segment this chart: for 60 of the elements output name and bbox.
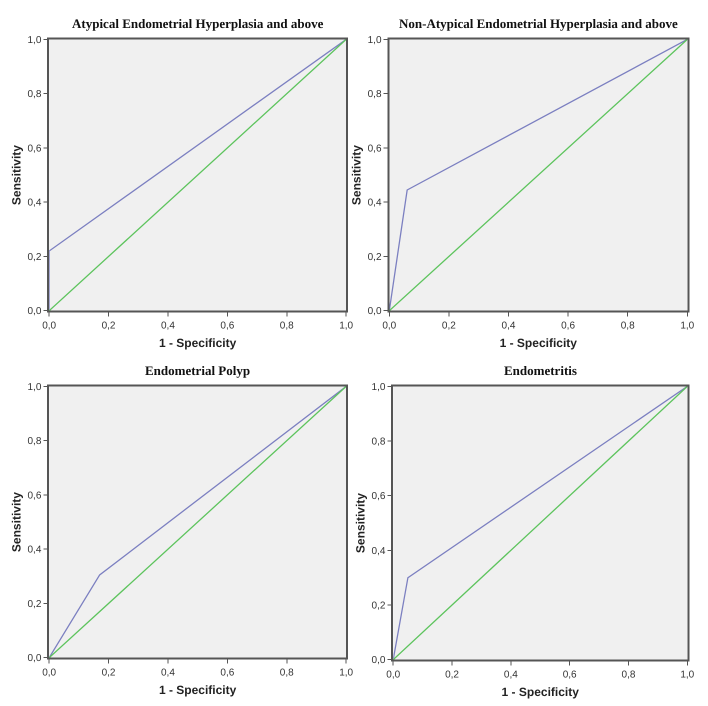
x-tick-label: 0,4 <box>160 320 176 332</box>
x-tick-label: 1,0 <box>680 320 695 332</box>
y-axis-title: Sensitivity <box>9 492 24 552</box>
x-tick-label: 0,6 <box>220 667 235 678</box>
x-tick-label: 0,0 <box>42 667 57 678</box>
x-tick-label: 0,2 <box>102 320 116 332</box>
y-tick-label: 0,4 <box>372 546 386 557</box>
y-tick-label: 0,8 <box>368 89 382 100</box>
x-tick-label: 0,4 <box>502 320 516 332</box>
x-tick-label: 0,4 <box>160 667 176 678</box>
x-tick-label: 0,0 <box>386 669 401 680</box>
y-tick-label: 0,6 <box>27 143 42 154</box>
x-tick-label: 1,0 <box>680 669 695 680</box>
y-tick-label: 0,8 <box>372 436 386 448</box>
x-tick-label: 0,2 <box>442 320 456 332</box>
y-tick-label: 0,6 <box>368 143 382 154</box>
y-tick-label: 1,0 <box>27 382 42 393</box>
y-tick-label: 0,4 <box>368 198 382 209</box>
x-tick-label: 0,2 <box>102 667 116 678</box>
y-tick-label: 0,6 <box>372 491 386 502</box>
y-tick-label: 0,0 <box>27 306 42 318</box>
y-tick-label: 1,0 <box>368 34 382 46</box>
y-tick-label: 1,0 <box>372 382 386 393</box>
x-axis-title: 1 - Specificity <box>500 336 578 350</box>
y-tick-label: 0,8 <box>27 436 42 448</box>
y-axis-title: Sensitivity <box>349 144 364 206</box>
y-axis-title: Sensitivity <box>353 492 368 554</box>
y-tick-label: 0,0 <box>372 655 386 666</box>
x-tick-label: 0,8 <box>280 320 294 332</box>
y-tick-label: 0,4 <box>27 198 42 209</box>
y-tick-label: 0,2 <box>27 598 42 610</box>
x-axis-title: 1 - Specificity <box>158 336 237 350</box>
y-tick-label: 0,8 <box>27 89 42 100</box>
x-tick-label: 0,6 <box>220 320 235 332</box>
x-tick-label: 0,0 <box>382 320 397 332</box>
chart-title: Non-Atypical Endometrial Hyperplasia and above <box>399 16 678 31</box>
y-tick-label: 0,6 <box>27 490 42 502</box>
chart-title: Endometrial Polyp <box>145 363 250 378</box>
y-tick-label: 0,0 <box>368 306 382 318</box>
chart-title: Endometritis <box>504 363 577 378</box>
y-tick-label: 0,2 <box>27 252 42 263</box>
x-tick-label: 0,4 <box>504 669 518 680</box>
y-tick-label: 0,0 <box>27 653 42 664</box>
x-axis-title: 1 - Specificity <box>502 684 580 699</box>
y-tick-label: 0,2 <box>368 252 382 263</box>
y-axis-title: Sensitivity <box>9 144 24 206</box>
x-tick-label: 0,2 <box>445 669 460 680</box>
x-tick-label: 0,0 <box>42 320 57 332</box>
x-axis-title: 1 - Specificity <box>158 682 237 697</box>
y-tick-label: 0,4 <box>27 544 42 556</box>
x-tick-label: 0,8 <box>620 320 636 332</box>
x-tick-label: 0,6 <box>562 669 578 680</box>
x-tick-label: 1,0 <box>339 320 354 332</box>
y-tick-label: 0,2 <box>372 600 386 612</box>
x-tick-label: 1,0 <box>339 667 354 678</box>
x-tick-label: 0,8 <box>622 669 636 680</box>
x-tick-label: 0,6 <box>561 320 576 332</box>
y-tick-label: 1,0 <box>27 34 42 46</box>
x-tick-label: 0,8 <box>280 667 294 678</box>
chart-title: Atypical Endometrial Hyperplasia and above <box>72 16 324 31</box>
